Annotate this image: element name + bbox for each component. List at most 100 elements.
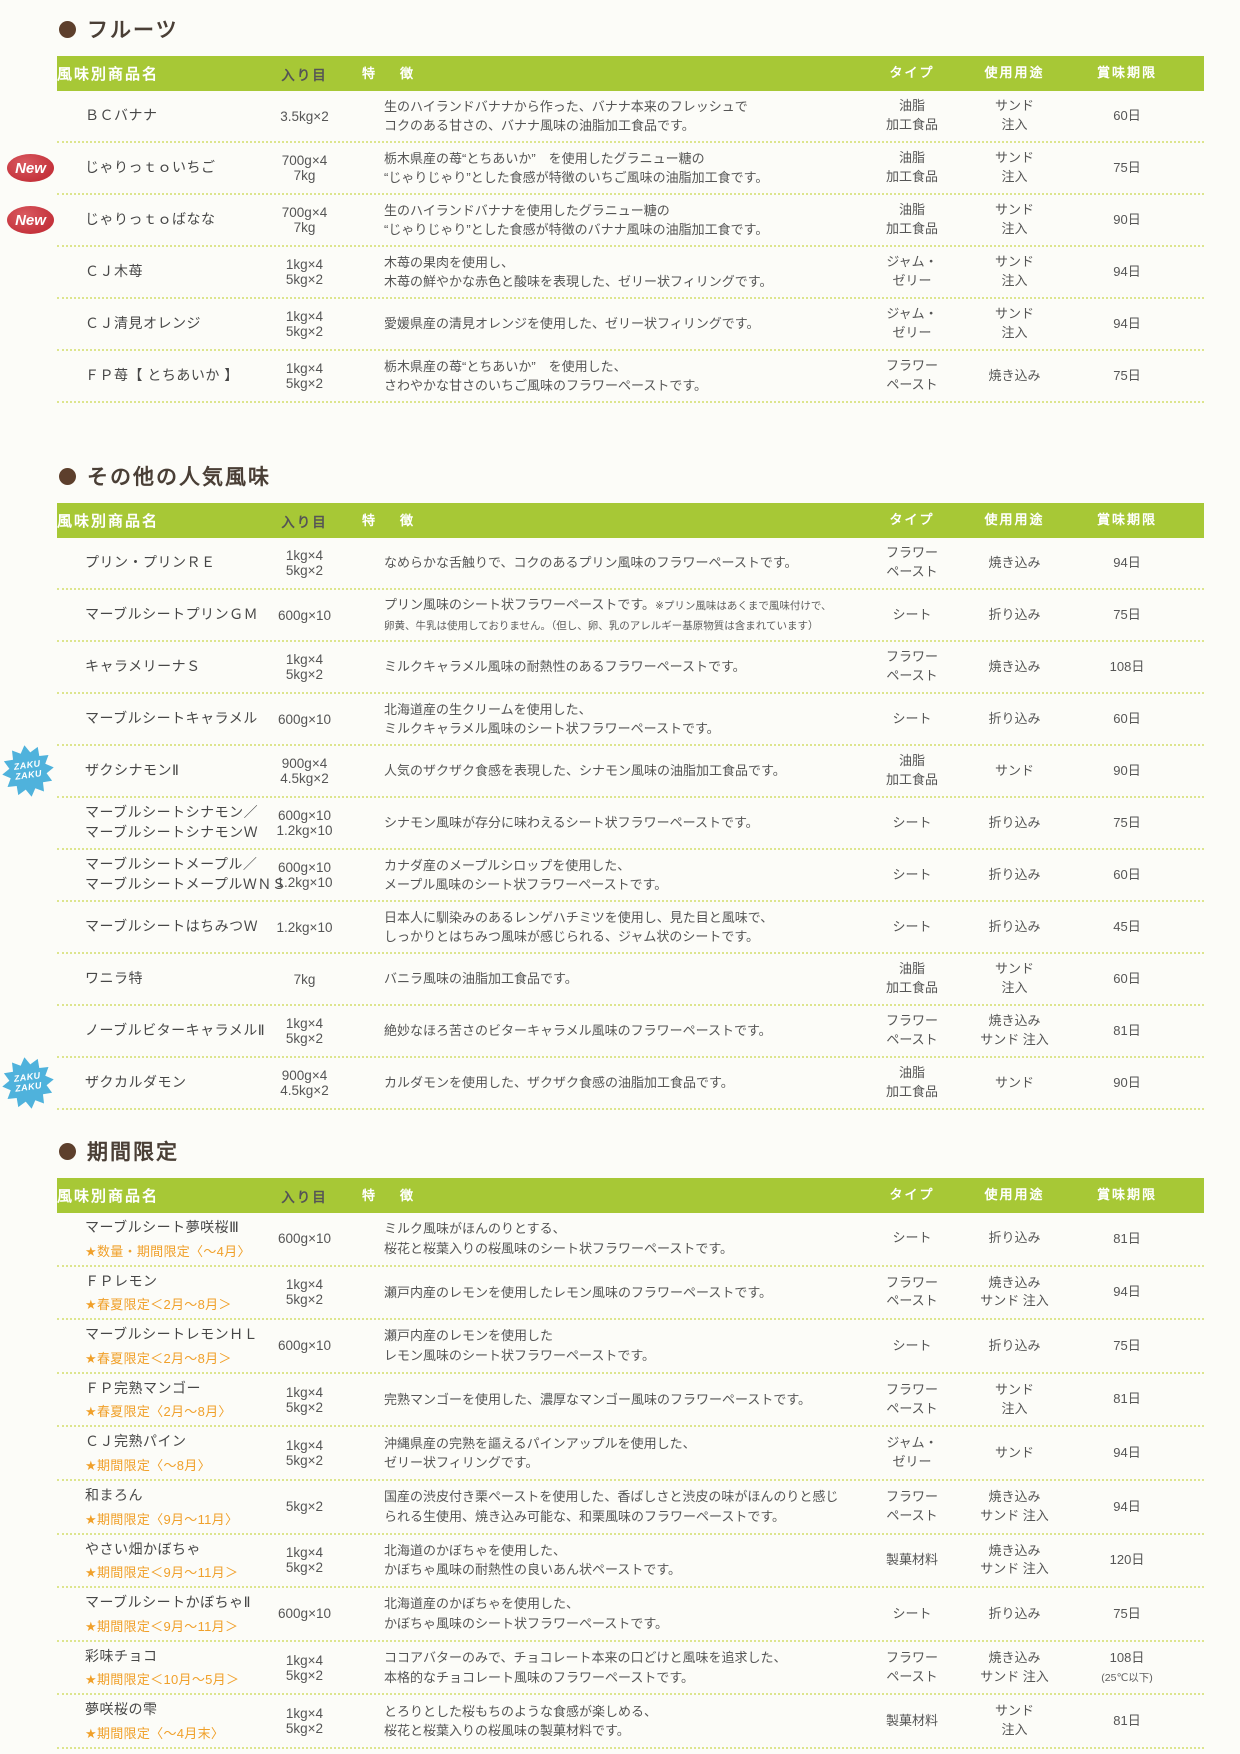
- cell-line: シート: [892, 1337, 932, 1353]
- table-row: ＢＣバナナ 3.5kg×2 生のハイランドバナナから作った、バナナ本来のフレッシ…: [57, 91, 1204, 143]
- cell-line: 600g×10: [278, 1338, 331, 1354]
- cell-feature: 生のハイランドバナナを使用したグラニュー糖の “じゃりじゃり”とした食感が特徴のバ…: [362, 201, 867, 240]
- cell-product-name: プリン・プリンＲＥ: [57, 553, 247, 573]
- cell-product-name: ＣＪ清見オレンジ: [57, 314, 247, 334]
- column-header-usage: 使用用途: [984, 1187, 1045, 1203]
- cell-line: 90日: [1113, 211, 1141, 227]
- cell-feature: カナダ産のメープルシロップを使用した、 メープル風味のシート状フラワーペーストです…: [362, 856, 867, 895]
- cell-line: サンド: [994, 762, 1034, 778]
- cell-type: ジャム・ ゼリー: [867, 1434, 957, 1472]
- cell-line: ミルクキャラメル風味の耐熱性のあるフラワーペーストです。: [384, 659, 746, 675]
- cell-line: フラワー: [885, 1488, 938, 1504]
- cell-line: 900g×4: [281, 1068, 328, 1083]
- cell-line: フラワー: [885, 545, 938, 561]
- cell-line: 絶妙なほろ苦さのビターキャラメル風味のフラワーペーストです。: [384, 1023, 772, 1039]
- cell-line: 加工食品: [885, 169, 938, 184]
- cell-product-name: マーブルシートかぼちゃⅡ ★期間限定＜9月～11月＞: [57, 1593, 251, 1635]
- cell-feature: 絶妙なほろ苦さのビターキャラメル風味のフラワーペーストです。: [362, 1021, 867, 1041]
- cell-size: 1kg×4 5kg×2: [247, 1385, 362, 1415]
- column-header-feature: 特 徴: [362, 65, 420, 81]
- cell-expiry: 94日: [1072, 554, 1204, 572]
- cell-line: 60日: [1113, 970, 1141, 986]
- cell-line: 加工食品: [885, 117, 938, 132]
- cell-line: シート: [892, 606, 932, 622]
- cell-type: 油脂 加工食品: [867, 752, 957, 790]
- cell-line: 木苺の鮮やかな赤色と酸味を表現した、ゼリー状フィリングです。: [384, 274, 773, 289]
- limited-period-label: ★期間限定〈～4月末〉: [85, 1725, 225, 1741]
- cell-size: 700g×4 7kg: [247, 153, 362, 183]
- cell-line: 1kg×4: [285, 1016, 324, 1031]
- cell-size: 1kg×4 5kg×2: [247, 1277, 362, 1307]
- product-name: ＢＣバナナ: [85, 106, 247, 126]
- cell-line: とろりとした桜もちのような食感が楽しめる、: [384, 1703, 658, 1719]
- cell-usage: 折り込み: [957, 1337, 1072, 1356]
- cell-line: サンド: [994, 202, 1034, 218]
- cell-product-name: マーブルシートキャラメル: [57, 709, 257, 729]
- cell-line: コクのある甘さの、バナナ風味の油脂加工食品です。: [384, 118, 695, 133]
- cell-line: 7kg: [293, 168, 316, 183]
- limited-period-label: ★期間限定〈9月～11月〉: [85, 1511, 239, 1527]
- product-name: じゃりっｔｏいちご: [85, 158, 247, 178]
- cell-usage: 折り込み: [957, 866, 1072, 885]
- cell-line: 桜花と桜葉入りの桜風味の製菓材料です。: [384, 1723, 630, 1739]
- cell-product-name: 和まろん ★期間限定〈9月～11月〉: [57, 1486, 247, 1528]
- cell-line: 1kg×4: [285, 1277, 324, 1293]
- section-title-text: フルーツ: [87, 19, 179, 42]
- cell-line: 94日: [1113, 1445, 1141, 1461]
- product-name: マーブルシートシナモン／ マーブルシートシナモンＷ: [85, 803, 258, 842]
- cell-line: 75日: [1113, 814, 1141, 830]
- cell-feature: 瀬戸内産のレモンを使用した レモン風味のシート状フラワーペーストです。: [362, 1326, 867, 1365]
- cell-line: 94日: [1113, 554, 1141, 570]
- cell-size: 5kg×2: [247, 1499, 362, 1514]
- cell-expiry: 75日: [1072, 1605, 1204, 1623]
- product-name: やさい畑かぼちゃ: [85, 1540, 247, 1560]
- cell-line: 900g×4: [281, 756, 328, 771]
- cell-feature: ミルクキャラメル風味の耐熱性のあるフラワーペーストです。: [362, 657, 867, 677]
- cell-line: 注入: [1001, 980, 1028, 995]
- table-row: ノーブルビターキャラメルⅡ 1kg×4 5kg×2 絶妙なほろ苦さのビターキャラメ…: [57, 1006, 1204, 1058]
- section-title-text: 期間限定: [87, 1141, 179, 1164]
- cell-line: ペースト: [886, 564, 938, 579]
- cell-line: ジャム・: [886, 254, 938, 270]
- cell-line: 油脂: [898, 202, 925, 218]
- product-name: ＣＪ木苺: [85, 262, 247, 282]
- cell-line: なめらかな舌触りで、コクのあるプリン風味のフラワーペーストです。: [384, 555, 798, 571]
- cell-product-name: じゃりっｔｏいちご: [57, 158, 247, 178]
- limited-period-label: ★期間限定〈～8月〉: [85, 1457, 211, 1473]
- cell-type: ジャム・ ゼリー: [867, 305, 957, 343]
- cell-expiry: 94日: [1072, 1283, 1204, 1301]
- column-header-product-name: 風味別商品名: [57, 513, 160, 530]
- column-header-size: 入り目: [281, 67, 328, 83]
- new-badge: New: [7, 206, 54, 234]
- cell-line: 人気のザクザク食感を表現した、シナモン風味の油脂加工食品です。: [384, 763, 786, 779]
- cell-usage: サンド 注入: [957, 960, 1072, 998]
- cell-line: 4.5kg×2: [280, 771, 329, 786]
- cell-line: 600g×10: [278, 607, 331, 623]
- table-body: マーブルシート夢咲桜Ⅲ ★数量・期間限定〈～4月〉 600g×10 ミルク風味が…: [57, 1213, 1204, 1749]
- cell-line: フラワー: [885, 1013, 938, 1029]
- product-name: ＦＰ完熟マンゴー: [85, 1379, 247, 1399]
- cell-line: ジャム・: [886, 1435, 938, 1451]
- cell-line: 焼き込み: [988, 1542, 1041, 1558]
- cell-line: サンド 注入: [980, 1293, 1049, 1309]
- product-name: ＦＰ苺【 とちあいか 】: [85, 366, 247, 386]
- cell-line: 1kg×4: [285, 1384, 324, 1400]
- bullet-icon: [59, 20, 76, 38]
- cell-line: サンド: [994, 150, 1034, 166]
- cell-expiry: 120日: [1072, 1551, 1204, 1569]
- cell-size: 600g×10 1.2kg×10: [247, 860, 362, 890]
- cell-line: ＣＪ完熟パイン: [85, 1433, 187, 1450]
- cell-product-name: マーブルシート夢咲桜Ⅲ ★数量・期間限定〈～4月〉: [57, 1218, 250, 1260]
- cell-usage: 折り込み: [957, 1229, 1072, 1248]
- cell-line: “じゃりじゃり”とした食感が特徴のいちご風味の油脂加工食です。: [384, 170, 769, 185]
- cell-usage: 折り込み: [957, 918, 1072, 937]
- cell-line: サンド 注入: [980, 1668, 1049, 1684]
- cell-line: フラワー: [885, 358, 938, 374]
- column-header-product-name: 風味別商品名: [57, 1188, 160, 1205]
- table-row: ザクシナモンⅡ 900g×4 4.5kg×2 人気のザクザク食感を表現した、シナモ…: [57, 746, 1204, 798]
- cell-line: 加工食品: [885, 772, 938, 787]
- cell-line: ペースト: [886, 1668, 938, 1684]
- cell-size: 600g×10: [247, 712, 362, 727]
- column-header-usage: 使用用途: [984, 65, 1045, 81]
- cell-expiry: 75日: [1072, 606, 1204, 624]
